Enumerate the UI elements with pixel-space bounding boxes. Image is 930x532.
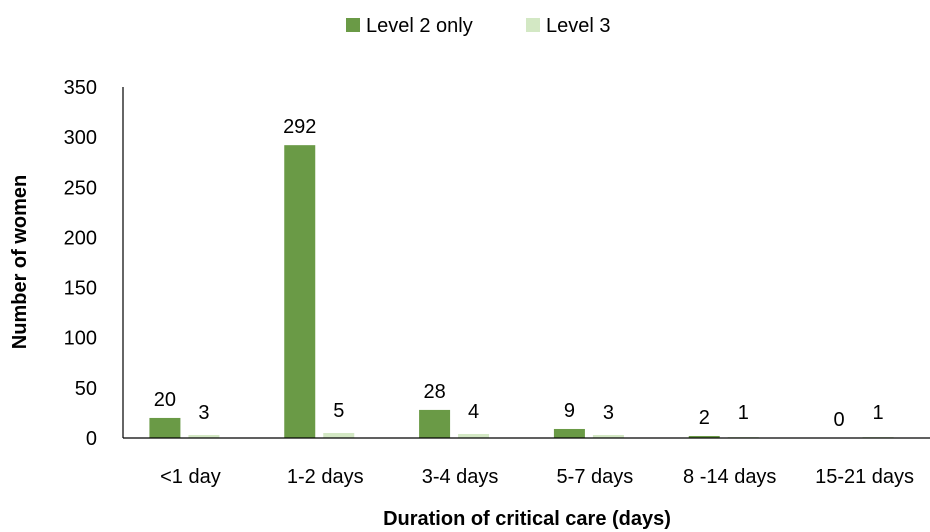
data-label-level-2-only-1-day: 20 — [154, 389, 176, 411]
y-tick-label: 200 — [64, 227, 97, 249]
legend-swatch-level-3 — [526, 18, 540, 32]
bar-level-2-only-3-4-days — [419, 409, 451, 438]
bar-level-2-only-1-2-days — [284, 145, 316, 438]
y-tick-label: 300 — [64, 127, 97, 149]
data-label-level-3-5-7-days: 3 — [603, 402, 614, 424]
x-tick-label: 3-4 days — [422, 466, 499, 488]
data-label-level-2-only-15-21-days: 0 — [834, 409, 845, 431]
legend-swatch-level-2-only — [346, 18, 360, 32]
y-tick-label: 250 — [64, 177, 97, 199]
x-tick-label: 5-7 days — [557, 466, 634, 488]
x-tick-label: 15-21 days — [815, 466, 914, 488]
data-label-level-3-15-21-days: 1 — [873, 402, 884, 424]
legend: Level 2 only Level 3 — [346, 15, 611, 37]
data-label-level-3-3-4-days: 4 — [468, 401, 479, 423]
bar-level-3-5-7-days — [592, 434, 624, 438]
x-tick-label: 8 -14 days — [683, 466, 776, 488]
data-label-level-2-only-8-14-days: 2 — [699, 407, 710, 429]
legend-label-level-3: Level 3 — [546, 15, 611, 37]
y-axis-title: Number of women — [9, 175, 31, 349]
data-label-level-3-1-2-days: 5 — [333, 400, 344, 422]
bar-level-3-1-2-days — [323, 432, 355, 438]
bar-level-2-only-1-day — [149, 417, 181, 438]
data-label-level-3-8-14-days: 1 — [738, 402, 749, 424]
x-tick-label: 1-2 days — [287, 466, 364, 488]
data-label-level-2-only-1-2-days: 292 — [283, 116, 316, 138]
y-tick-label: 0 — [86, 428, 97, 450]
bar-level-2-only-8-14-days — [688, 435, 720, 438]
bar-level-2-only-5-7-days — [553, 428, 585, 438]
y-tick-label: 50 — [75, 378, 97, 400]
bar-level-3-1-day — [188, 434, 220, 438]
data-label-level-3-1-day: 3 — [198, 402, 209, 424]
data-label-level-2-only-3-4-days: 28 — [423, 381, 445, 403]
bar-level-3-3-4-days — [458, 433, 490, 438]
data-label-level-2-only-5-7-days: 9 — [564, 400, 575, 422]
y-tick-label: 100 — [64, 328, 97, 350]
x-axis-title: Duration of critical care (days) — [383, 508, 671, 530]
y-tick-label: 350 — [64, 77, 97, 99]
y-tick-label: 150 — [64, 278, 97, 300]
x-tick-label: <1 day — [160, 466, 221, 488]
legend-label-level-2-only: Level 2 only — [366, 15, 473, 37]
